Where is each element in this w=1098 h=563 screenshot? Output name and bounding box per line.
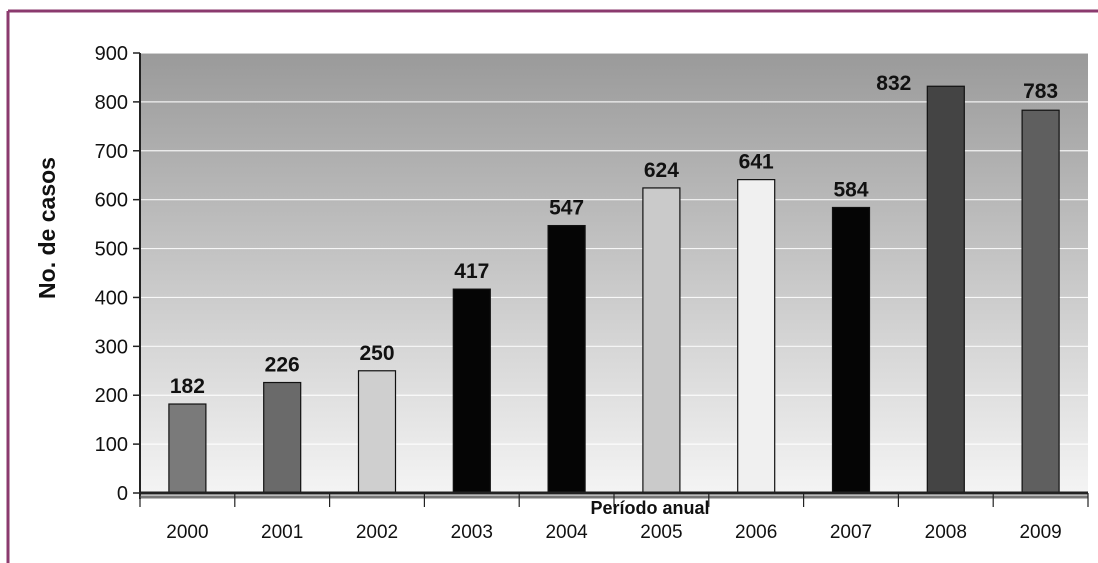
y-tick-label: 0: [117, 483, 128, 505]
y-tick-label: 700: [95, 141, 128, 163]
x-tick-label: 2009: [1019, 522, 1061, 543]
data-label: 250: [359, 342, 394, 365]
bar: [263, 381, 302, 494]
data-label: 417: [454, 260, 489, 283]
bar: [547, 224, 586, 494]
bars: [168, 85, 1060, 494]
x-tick-label: 2007: [830, 522, 872, 543]
data-label: 547: [549, 197, 584, 220]
bar: [168, 403, 207, 494]
bar: [737, 179, 776, 494]
bar: [642, 187, 681, 494]
axes: 0 100 200 300 400 500 600 700 800 900 2000 2001 2002…: [95, 43, 1089, 543]
y-tick-label: 400: [95, 287, 128, 309]
y-tick-label: 100: [95, 434, 128, 456]
x-tick-label: 2001: [261, 522, 303, 543]
y-tick-label: 900: [95, 43, 128, 65]
x-tick-label: 2005: [640, 522, 682, 543]
bar: [452, 288, 491, 494]
x-tick-label: 2008: [925, 522, 967, 543]
data-label: 182: [170, 375, 205, 398]
y-tick-label: 600: [95, 190, 128, 212]
y-tick-label: 800: [95, 92, 128, 114]
y-axis-title: No. de casos: [34, 157, 60, 299]
x-tick-label: 2004: [545, 522, 588, 543]
data-label: 624: [644, 159, 679, 182]
x-tick-label: 2002: [356, 522, 398, 543]
data-label: 226: [265, 354, 300, 377]
bar: [926, 85, 965, 494]
y-tick-label: 500: [95, 239, 128, 261]
data-labels: 182 226 250 417 547 624 641 584 832 783: [170, 72, 1058, 398]
bar: [1021, 109, 1060, 494]
data-label: 641: [739, 151, 774, 174]
data-label: 584: [833, 178, 868, 201]
x-tick-label: 2006: [735, 522, 777, 543]
x-axis-title: Período anual: [590, 498, 709, 518]
y-tick-label: 200: [95, 385, 128, 407]
x-tick-label: 2003: [451, 522, 493, 543]
bar: [831, 206, 871, 494]
y-tick-label: 300: [95, 336, 128, 358]
x-tick-label: 2000: [166, 522, 208, 543]
bar: [357, 370, 397, 494]
data-label: 832: [876, 72, 911, 95]
data-label: 783: [1023, 80, 1058, 103]
